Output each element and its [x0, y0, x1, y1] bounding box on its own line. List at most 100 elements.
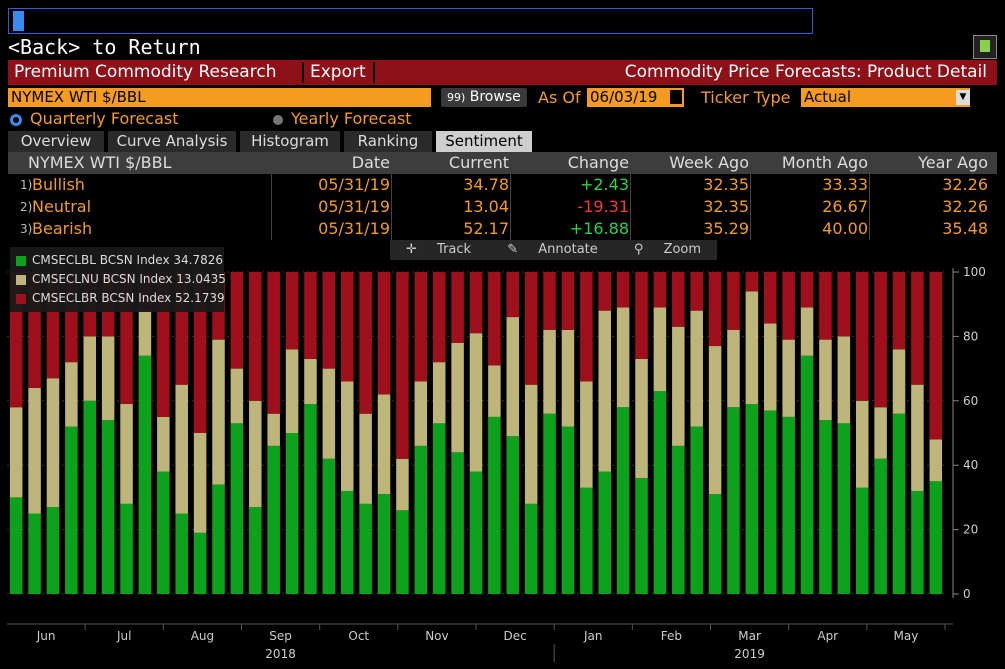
tab-overview[interactable]: Overview [8, 131, 104, 152]
tab-curve-analysis[interactable]: Curve Analysis [108, 131, 236, 152]
bar-segment-bearish [396, 272, 409, 459]
bar-segment-bullish [672, 445, 685, 594]
bar-segment-neutral [672, 326, 685, 446]
row-month-ago: 26.67 [822, 197, 868, 216]
bar-segment-bearish [341, 272, 354, 382]
sentiment-stacked-bar-chart: 0 20 40 60 80 100 Jun Jul Aug Sep Oct Nov Dec Jan Feb… [7, 265, 986, 662]
chart-toolbar: ✛ Track ✎ Annotate ⚲ Zoom [390, 240, 718, 260]
x-tick-label: Jan [583, 629, 603, 643]
bar-segment-bearish [764, 272, 777, 324]
zoom-label: Zoom [663, 242, 702, 257]
row-name[interactable]: Bullish [32, 175, 85, 194]
export-menu[interactable]: Export [310, 62, 366, 82]
product-field[interactable]: NYMEX WTI $/BBL [8, 88, 431, 107]
bar-segment-bearish [267, 272, 280, 414]
x-tick-label: Dec [503, 629, 526, 643]
bar-segment-neutral [212, 339, 225, 485]
bar-segment-bearish [837, 272, 851, 337]
table-header: NYMEX WTI $/BBL Date Current Change Week… [8, 152, 997, 174]
bar-segment-bullish [359, 503, 372, 594]
chevron-down-icon[interactable]: ▼ [956, 90, 970, 105]
row-current: 13.04 [463, 197, 509, 216]
command-line-input[interactable] [8, 8, 813, 34]
bar-segment-bullish [616, 407, 630, 594]
table-row[interactable]: 3) Bearish 05/31/19 52.17 +16.88 35.29 4… [8, 218, 997, 240]
bar-segment-bearish [377, 272, 391, 395]
bar-segment-bullish [377, 494, 391, 594]
bar-segment-neutral [800, 307, 814, 356]
legend-label: CMSECLBR BCSN Index 52.1739 [32, 291, 225, 305]
legend-item-neutral[interactable]: CMSECLNU BCSN Index 13.0435 [16, 270, 226, 289]
bar-segment-bullish [120, 503, 133, 594]
launchpad-icon[interactable] [973, 35, 997, 59]
bar-segment-bullish [892, 413, 906, 594]
bar-segment-bullish [285, 433, 299, 594]
bar-segment-bullish [9, 497, 23, 594]
bar-segment-bullish [727, 407, 740, 594]
legend-label: CMSECLNU BCSN Index 13.0435 [32, 272, 226, 286]
bar-segment-neutral [359, 413, 372, 504]
bar-segment-bullish [65, 426, 78, 594]
chart-bars [9, 272, 943, 594]
bar-segment-bearish [598, 272, 611, 311]
track-label: Track [437, 242, 472, 257]
bar-segment-bearish [892, 272, 906, 350]
row-current: 52.17 [463, 219, 509, 238]
bar-segment-bullish [745, 404, 759, 594]
bar-segment-neutral [138, 310, 152, 356]
bar-segment-bullish [488, 416, 501, 594]
year-label: 2019 [734, 647, 765, 661]
bar-segment-neutral [396, 458, 409, 511]
bar-segment-bearish [230, 272, 244, 369]
table-row[interactable]: 2) Neutral 05/31/19 13.04 -19.31 32.35 2… [8, 196, 997, 218]
row-name[interactable]: Bearish [32, 219, 93, 238]
row-week-ago: 32.35 [703, 175, 749, 194]
bar-segment-bearish [193, 272, 207, 433]
tab-bar: Overview Curve Analysis Histogram Rankin… [8, 131, 997, 152]
annotate-button[interactable]: ✎ Annotate [499, 242, 606, 257]
yearly-forecast-radio[interactable]: Yearly Forecast [273, 110, 412, 128]
y-tick-label: 100 [963, 265, 986, 279]
bar-segment-bearish [727, 272, 740, 330]
browse-label: Browse [469, 89, 521, 105]
tab-histogram[interactable]: Histogram [240, 131, 340, 152]
calendar-icon[interactable] [670, 90, 682, 104]
table-row[interactable]: 1) Bullish 05/31/19 34.78 +2.43 32.35 33… [8, 174, 997, 196]
bar-segment-neutral [929, 439, 943, 482]
bar-segment-bullish [782, 416, 795, 594]
bar-segment-bullish [800, 355, 814, 594]
legend-item-bullish[interactable]: CMSECLBL BCSN Index 34.7826 [16, 251, 223, 270]
bar-segment-bearish [506, 272, 520, 318]
zoom-button[interactable]: ⚲ Zoom [626, 242, 709, 257]
y-tick-label: 60 [963, 394, 978, 408]
row-index: 2) [20, 200, 33, 214]
bar-segment-bearish [708, 272, 722, 347]
bar-segment-bullish [83, 400, 97, 594]
x-tick-label: Nov [425, 629, 448, 643]
quarterly-forecast-radio[interactable]: Quarterly Forecast [10, 110, 179, 128]
browse-button[interactable]: 99) Browse [441, 88, 527, 107]
legend-item-bearish[interactable]: CMSECLBR BCSN Index 52.1739 [16, 289, 225, 308]
bar-segment-neutral [175, 384, 188, 514]
bar-segment-bullish [561, 426, 575, 594]
bar-segment-bullish [653, 391, 667, 594]
bar-segment-bearish [543, 272, 556, 330]
legend-swatch [16, 255, 26, 266]
tab-sentiment[interactable]: Sentiment [436, 131, 532, 152]
track-button[interactable]: ✛ Track [398, 242, 479, 257]
ticker-type-select[interactable]: Actual ▼ [801, 88, 970, 107]
x-axis: Jun Jul Aug Sep Oct Nov Dec Jan Feb Mar Apr May 2018… [7, 623, 953, 662]
bar-segment-bullish [598, 471, 611, 594]
back-to-return-link[interactable]: <Back> to Return [8, 35, 201, 59]
ticker-type-value: Actual [804, 88, 851, 106]
radio-selected-icon [10, 113, 22, 126]
bar-segment-bullish [764, 410, 777, 594]
bar-segment-bearish [322, 272, 336, 369]
bar-segment-bullish [543, 413, 556, 594]
row-name[interactable]: Neutral [32, 197, 92, 216]
as-of-date-field[interactable]: 06/03/19 [587, 88, 684, 107]
bar-segment-neutral [83, 336, 97, 401]
tab-ranking[interactable]: Ranking [344, 131, 432, 152]
bar-segment-bullish [506, 436, 520, 594]
premium-research-menu[interactable]: Premium Commodity Research [14, 62, 277, 82]
